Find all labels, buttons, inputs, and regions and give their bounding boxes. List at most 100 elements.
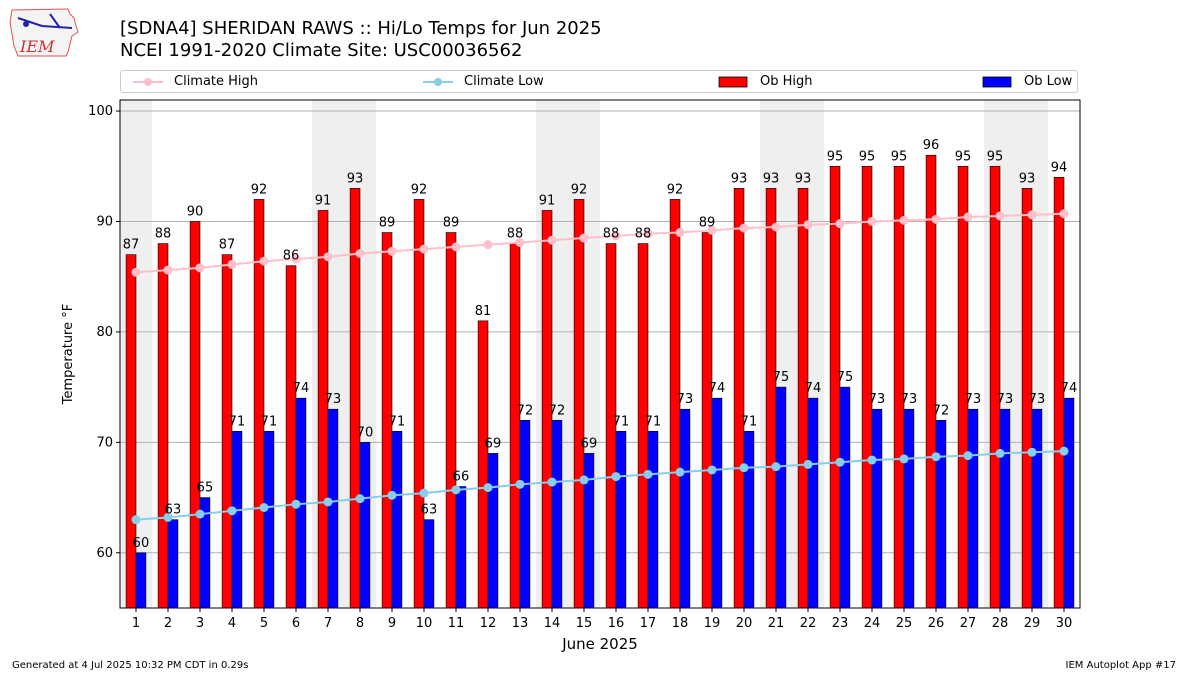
ob-low-bar-10: [423, 519, 435, 609]
climate-high-point-22: [803, 220, 813, 230]
ob-low-bar-5: [263, 431, 275, 609]
ob-low-bar-11: [455, 486, 467, 609]
logo-text: IEM: [19, 37, 55, 56]
ob-low-bar-22: [807, 397, 819, 609]
ob-low-bar-3: [199, 497, 211, 609]
climate-low-point-5: [259, 503, 269, 513]
ob-high-bar-2: [157, 243, 169, 609]
chart-subtitle: NCEI 1991-2020 Climate Site: USC00036562: [120, 40, 523, 61]
x-tick-label-16: 16: [608, 616, 625, 631]
y-tick-label-100: 100: [88, 104, 113, 119]
ob-low-bar-16: [615, 431, 627, 609]
x-tick-label-28: 28: [992, 616, 1009, 631]
climate-low-point-18: [675, 467, 685, 477]
climate-low-point-7: [323, 497, 333, 507]
climate-low-point-15: [579, 475, 589, 485]
climate-high-point-19: [707, 225, 717, 235]
climate-low-point-10: [419, 488, 429, 498]
ob-high-bar-17: [637, 243, 649, 609]
ob-low-bar-18: [679, 408, 691, 609]
ob-low-label-13: 72: [517, 403, 534, 418]
ob-high-label-12: 81: [475, 304, 492, 319]
x-tick-label-20: 20: [736, 616, 753, 631]
climate-high-point-26: [931, 214, 941, 224]
ob-high-label-4: 87: [219, 238, 236, 253]
climate-high-point-9: [387, 246, 397, 256]
ob-high-bar-11: [445, 232, 457, 609]
ob-low-label-26: 72: [933, 403, 950, 418]
x-tick-label-3: 3: [196, 616, 204, 631]
x-tick-label-7: 7: [324, 616, 332, 631]
x-tick-label-14: 14: [544, 616, 561, 631]
ob-low-bar-6: [295, 397, 307, 609]
x-tick-label-2: 2: [164, 616, 172, 631]
x-tick-label-5: 5: [260, 616, 268, 631]
ob-low-label-20: 71: [741, 414, 758, 429]
plot-frame: [119, 99, 1081, 609]
climate-low-point-24: [867, 455, 877, 465]
ob-high-label-30: 94: [1051, 160, 1068, 175]
ob-high-bar-30: [1053, 177, 1065, 609]
climate-low-point-29: [1027, 447, 1037, 457]
ob-low-label-5: 71: [261, 414, 278, 429]
climate-low-point-2: [163, 512, 173, 522]
ob-low-bar-17: [647, 431, 659, 609]
x-tick-label-23: 23: [832, 616, 849, 631]
ob-high-label-7: 91: [315, 193, 332, 208]
ob-high-bar-9: [381, 232, 393, 609]
ob-high-bar-28: [989, 165, 1001, 609]
footer-generated: Generated at 4 Jul 2025 10:32 PM CDT in …: [12, 660, 249, 671]
x-tick-label-24: 24: [864, 616, 881, 631]
ob-high-label-18: 92: [667, 182, 684, 197]
y-tick-label-70: 70: [96, 435, 113, 450]
ob-high-label-27: 95: [955, 149, 972, 164]
ob-low-bar-8: [359, 442, 371, 609]
x-tick-label-29: 29: [1024, 616, 1041, 631]
x-tick-label-9: 9: [388, 616, 396, 631]
climate-high-point-11: [451, 242, 461, 252]
x-tick-label-1: 1: [132, 616, 140, 631]
climate-low-point-14: [547, 477, 557, 487]
ob-low-label-22: 74: [805, 381, 822, 396]
ob-high-label-20: 93: [731, 171, 748, 186]
ob-low-label-29: 73: [1029, 392, 1046, 407]
ob-high-label-19: 89: [699, 216, 716, 231]
climate-high-point-27: [963, 212, 973, 222]
ob-high-bar-22: [797, 188, 809, 609]
ob-high-label-17: 88: [635, 227, 652, 242]
ob-low-label-4: 71: [229, 414, 246, 429]
weekend-shade-1: [120, 100, 152, 608]
ob-low-label-21: 75: [773, 370, 790, 385]
x-tick-label-13: 13: [512, 616, 529, 631]
weekend-shade-3: [536, 100, 600, 608]
weekend-shade-4: [760, 100, 824, 608]
climate-low-point-9: [387, 490, 397, 500]
ob-low-bar-27: [967, 408, 979, 609]
climate-low-point-16: [611, 472, 621, 482]
ob-low-bar-14: [551, 419, 563, 609]
ob-high-bar-25: [893, 165, 905, 609]
ob-low-bar-4: [231, 431, 243, 609]
climate-high-point-30: [1059, 209, 1069, 219]
climate-low-point-25: [899, 454, 909, 464]
ob-high-label-28: 95: [987, 149, 1004, 164]
ob-low-label-8: 70: [357, 425, 374, 440]
climate-low-point-8: [355, 494, 365, 504]
x-tick-label-25: 25: [896, 616, 913, 631]
climate-low-line: [135, 450, 1065, 521]
climate-low-point-11: [451, 485, 461, 495]
x-tick-label-11: 11: [448, 616, 465, 631]
ob-low-label-18: 73: [677, 392, 694, 407]
ob-high-label-10: 92: [411, 182, 428, 197]
ob-low-bar-21: [775, 386, 787, 609]
climate-low-point-20: [739, 463, 749, 473]
ob-low-bar-1: [135, 552, 147, 609]
climate-low-point-21: [771, 462, 781, 472]
x-tick-label-21: 21: [768, 616, 785, 631]
ob-high-label-9: 89: [379, 216, 396, 231]
x-tick-label-27: 27: [960, 616, 977, 631]
ob-high-bar-7: [317, 210, 329, 609]
climate-high-point-21: [771, 222, 781, 232]
ob-low-bar-7: [327, 408, 339, 609]
